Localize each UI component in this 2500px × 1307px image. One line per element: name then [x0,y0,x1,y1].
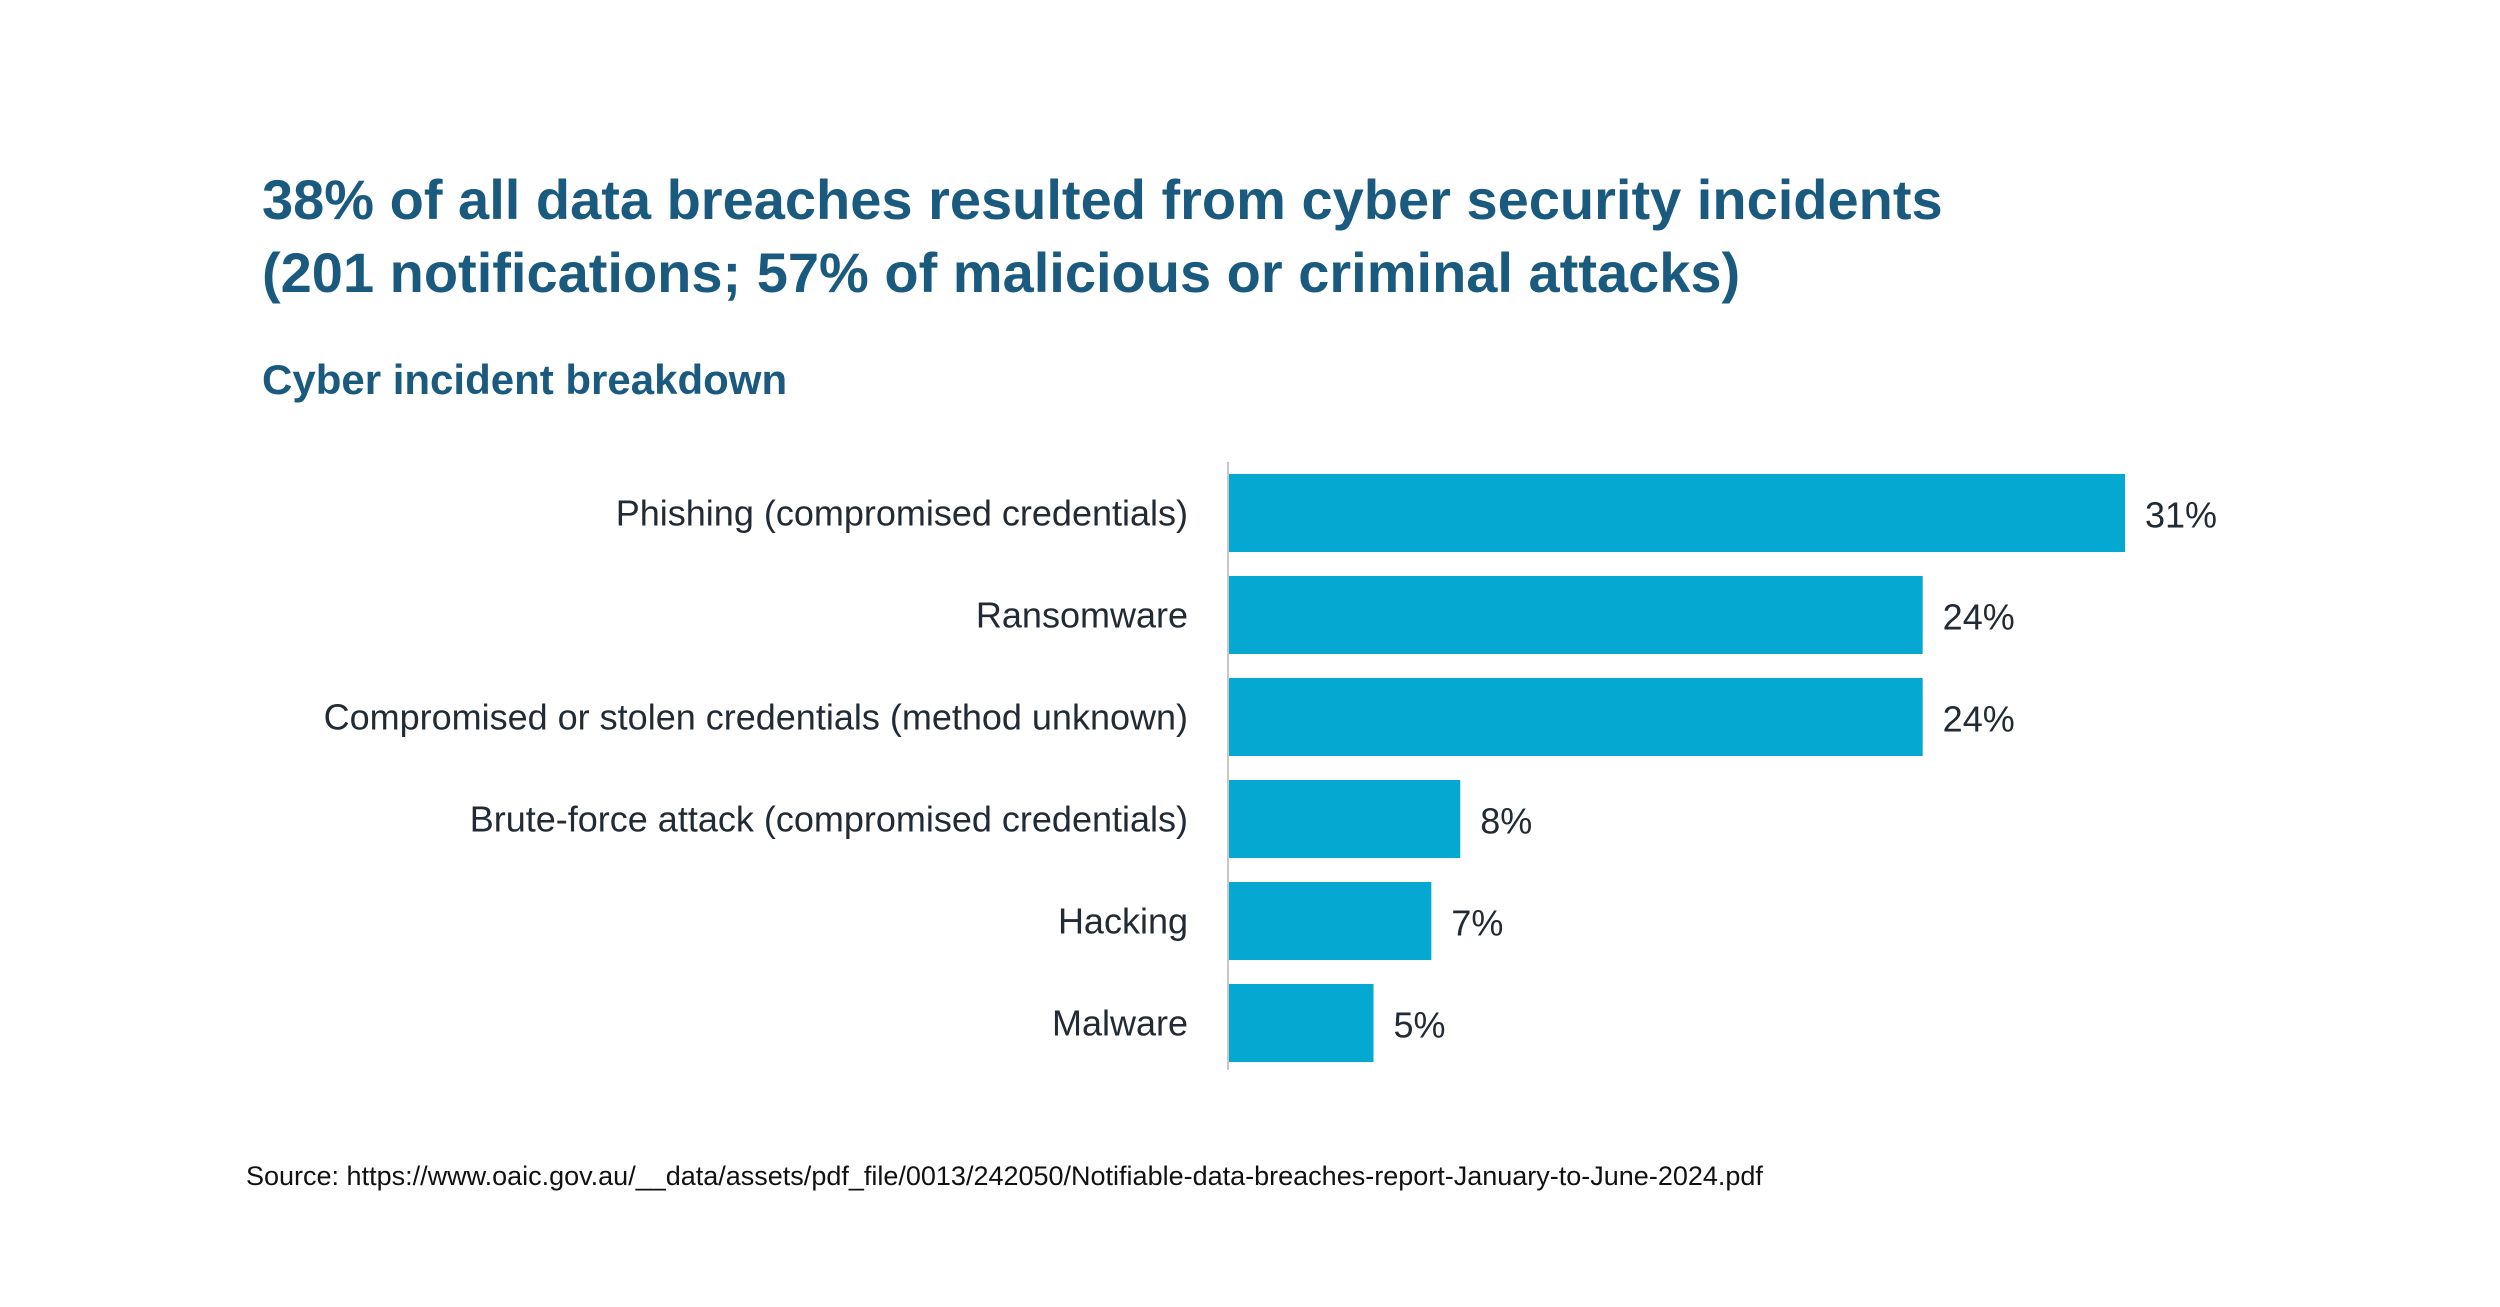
chart-title-line-1: 38% of all data breaches resulted from c… [262,168,1943,231]
bar-5 [1229,984,1374,1062]
value-label-4: 7% [1451,903,1503,944]
chart-title: 38% of all data breaches resulted from c… [262,163,2362,309]
value-label-1: 24% [1943,597,2015,638]
category-label-0: Phishing (compromised credentials) [616,493,1188,534]
category-label-3: Brute-force attack (compromised credenti… [470,799,1188,840]
value-label-5: 5% [1394,1005,1446,1046]
category-label-2: Compromised or stolen credentials (metho… [324,697,1188,738]
bars-group: Phishing (compromised credentials) 31% Ran… [324,462,2217,1070]
category-label-1: Ransomware [976,595,1188,636]
bar-1 [1229,576,1923,654]
value-label-2: 24% [1943,699,2015,740]
bar-0 [1229,474,2125,552]
bar-3 [1229,780,1461,858]
category-label-5: Malware [1052,1003,1188,1044]
chart-title-line-2: (201 notifications; 57% of malicious or … [262,241,1741,304]
value-label-0: 31% [2145,495,2217,536]
bar-2 [1229,678,1923,756]
bar-4 [1229,882,1432,960]
value-label-3: 8% [1480,801,1532,842]
source-note: Source: https://www.oaic.gov.au/__data/a… [246,1161,1763,1191]
chart-subtitle: Cyber incident breakdown [262,356,788,403]
category-label-4: Hacking [1058,901,1188,942]
